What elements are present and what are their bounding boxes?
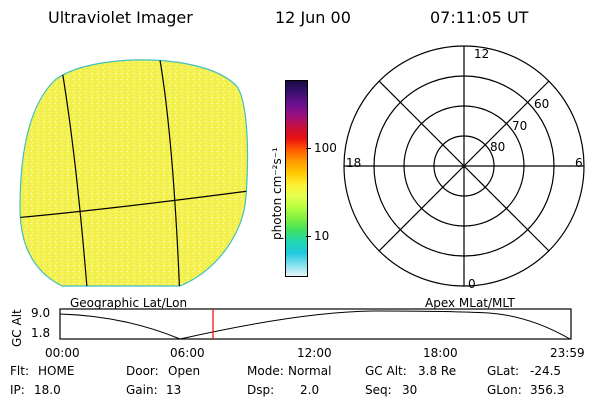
colorbar-label-100: 100 — [314, 141, 337, 155]
geo-panel-label: Geographic Lat/Lon — [70, 296, 188, 310]
altitude-plot-frame — [59, 308, 572, 340]
glat-value: -24.5 — [530, 364, 562, 378]
flight-label: Flt: — [10, 364, 29, 378]
ip-value: 18.0 — [34, 383, 61, 397]
colorbar-tick-10 — [306, 236, 311, 237]
instrument-title: Ultraviolet Imager — [48, 8, 193, 27]
observation-time: 07:11:05 UT — [430, 8, 529, 27]
dsp-label: Dsp: — [247, 383, 275, 397]
colorbar-tick-100 — [306, 148, 311, 149]
mode-label: Mode: — [247, 364, 284, 378]
door-value: Open — [168, 364, 201, 378]
glat-label: GLat: — [487, 364, 520, 378]
altitude-curve — [59, 310, 571, 340]
glon-label: GLon: — [487, 383, 522, 397]
mlat-label-80: 80 — [490, 140, 506, 154]
colorbar — [285, 80, 308, 277]
mlt-label-18: 18 — [346, 156, 362, 170]
gain-label: Gain: — [126, 383, 158, 397]
ip-label: IP: — [10, 383, 25, 397]
lat-lon-grid — [20, 59, 248, 286]
altitude-xtick-0600: 06:00 — [170, 346, 205, 360]
glon-value: 356.3 — [530, 383, 565, 397]
seq-label: Seq: — [365, 383, 392, 397]
colorbar-label-10: 10 — [314, 229, 330, 243]
observation-date: 12 Jun 00 — [275, 8, 351, 27]
mode-value: Normal — [288, 364, 332, 378]
mlat-label-70: 70 — [512, 119, 528, 133]
gain-value: 13 — [166, 383, 182, 397]
altitude-ytick-high: 9.0 — [31, 306, 51, 320]
altitude-ytick-low: 1.8 — [31, 326, 51, 340]
seq-value: 30 — [402, 383, 418, 397]
uv-image-disk — [19, 59, 249, 287]
mlt-label-12: 12 — [474, 47, 490, 61]
flight-value: HOME — [38, 364, 75, 378]
mlt-diagonal-2 — [378, 80, 550, 252]
door-label: Door: — [126, 364, 159, 378]
gc-alt-label: GC Alt: — [365, 364, 407, 378]
mlt-label-0: 0 — [468, 277, 476, 291]
mlat-label-60: 60 — [534, 97, 550, 111]
mlt-label-6: 6 — [575, 156, 583, 170]
altitude-xtick-1800: 18:00 — [423, 346, 458, 360]
altitude-xtick-0000: 00:00 — [45, 346, 80, 360]
altitude-xtick-1200: 12:00 — [297, 346, 332, 360]
polar-panel-label: Apex MLat/MLT — [425, 296, 515, 310]
dsp-value: 2.0 — [300, 383, 320, 397]
altitude-xtick-2359: 23:59 — [550, 346, 585, 360]
gc-alt-value: 3.8 Re — [418, 364, 457, 378]
